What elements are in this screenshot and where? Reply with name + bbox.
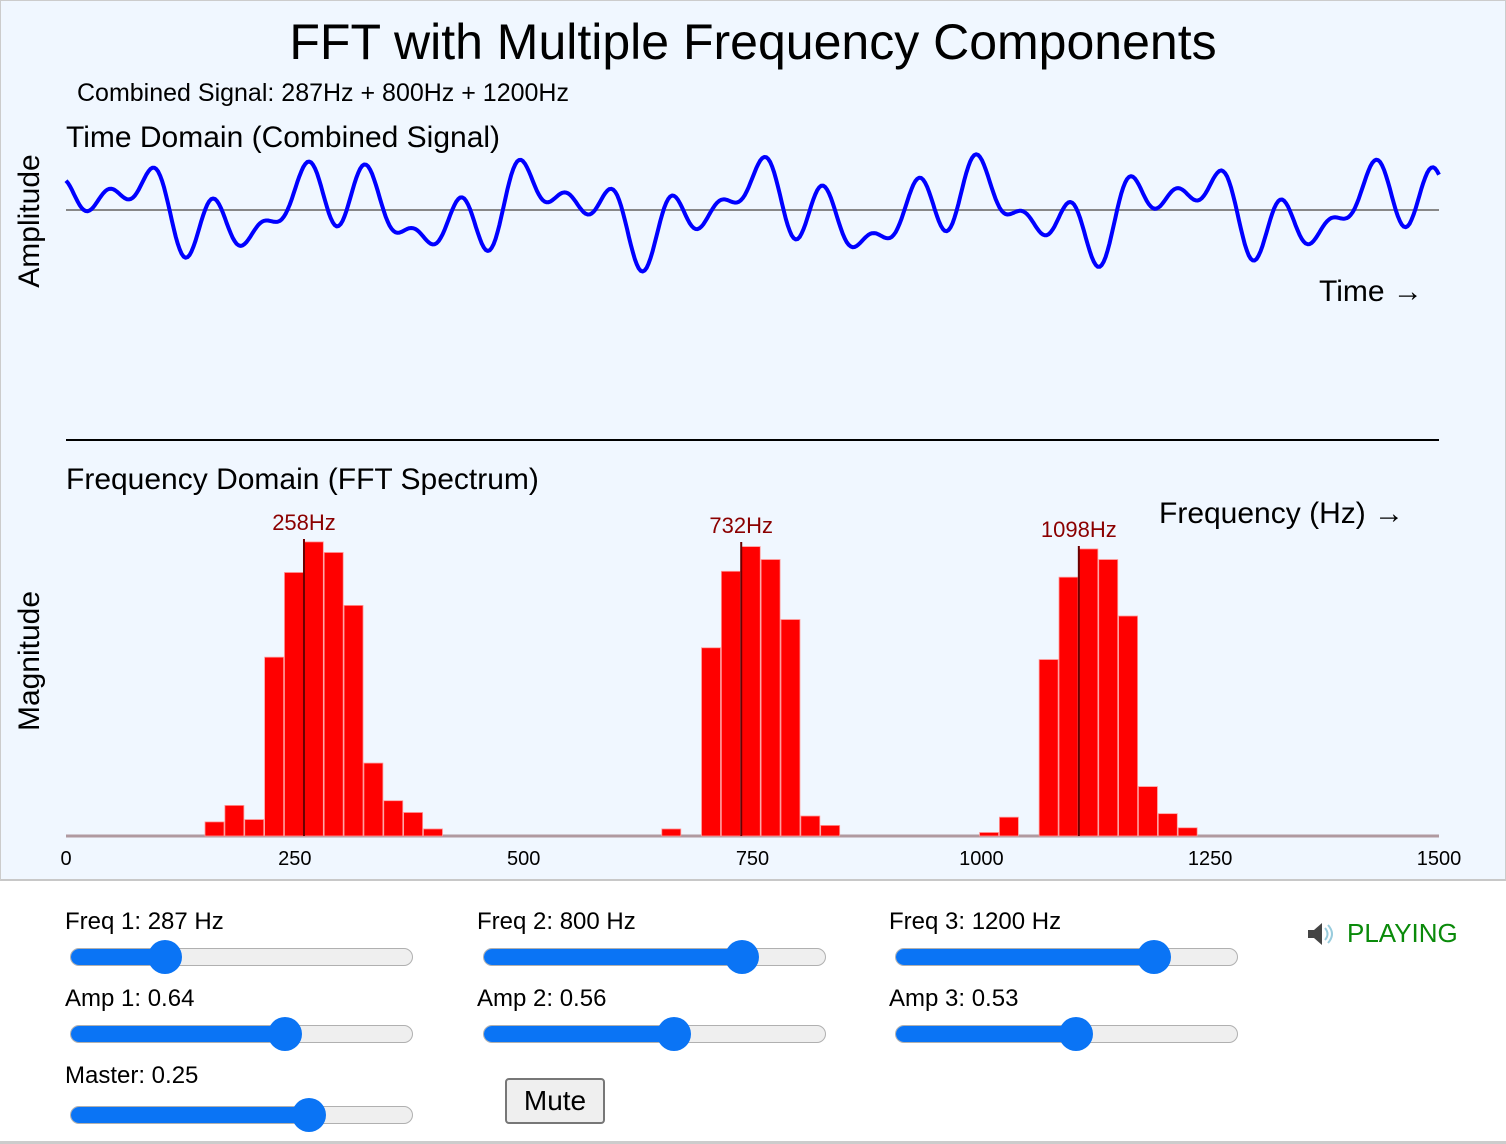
amp3-slider[interactable] xyxy=(895,1017,1238,1051)
spectrum-bar xyxy=(740,546,761,837)
spectrum-bar xyxy=(701,647,721,837)
amp1-slider[interactable] xyxy=(70,1017,413,1051)
slider-thumb[interactable] xyxy=(267,1017,302,1051)
slider-thumb[interactable] xyxy=(148,940,183,974)
x-tick-label: 750 xyxy=(736,848,769,870)
spectrum-bar xyxy=(383,800,404,837)
spectrum-bar xyxy=(720,570,741,837)
spectrum-bar xyxy=(403,812,424,837)
spectrum-bar xyxy=(780,619,801,837)
peak-label: 732Hz xyxy=(709,513,773,538)
spectrum-bar xyxy=(661,828,682,837)
time-panel-title: Time Domain (Combined Signal) xyxy=(66,121,500,154)
freq2-slider[interactable] xyxy=(483,940,826,974)
freq-panel-title: Frequency Domain (FFT Spectrum) xyxy=(66,463,539,496)
spectrum-bar xyxy=(303,541,324,837)
slider-thumb[interactable] xyxy=(291,1098,326,1132)
slider-thumb[interactable] xyxy=(725,940,760,974)
visualization-panel: FFT with Multiple Frequency Components C… xyxy=(0,0,1506,881)
spectrum-bar xyxy=(1098,559,1119,837)
master-label: Master: 0.25 xyxy=(65,1062,199,1089)
x-tick-label: 1000 xyxy=(959,848,1004,870)
speaker-icon xyxy=(1308,922,1333,945)
slider-thumb[interactable] xyxy=(1137,940,1172,974)
freq1-slider[interactable] xyxy=(70,940,413,974)
subtitle: Combined Signal: 287Hz + 800Hz + 1200Hz xyxy=(77,79,569,107)
spectrum-bar xyxy=(244,819,265,837)
peak-label: 1098Hz xyxy=(1041,517,1117,542)
spectrum-bar xyxy=(264,656,285,837)
amp2-label: Amp 2: 0.56 xyxy=(477,985,607,1012)
playback-status: PLAYING xyxy=(1305,918,1458,949)
spectrum-bar xyxy=(1038,659,1059,837)
amp1-label: Amp 1: 0.64 xyxy=(65,985,195,1012)
spectrum-bar xyxy=(820,825,841,837)
spectrum-bar xyxy=(363,762,384,837)
spectrum-bar xyxy=(284,572,304,837)
mute-button[interactable]: Mute xyxy=(505,1078,605,1124)
freq1-label: Freq 1: 287 Hz xyxy=(65,908,224,935)
status-text: PLAYING xyxy=(1347,918,1458,948)
x-tick-label: 0 xyxy=(60,848,71,870)
freq3-slider[interactable] xyxy=(895,940,1238,974)
peak-label: 258Hz xyxy=(272,510,336,535)
magnitude-axis-label: Magnitude xyxy=(13,591,46,731)
spectrum-bar xyxy=(1138,786,1158,837)
spectrum-bar xyxy=(323,552,344,837)
x-tick-label: 1250 xyxy=(1188,848,1233,870)
spectrum-bar xyxy=(1078,548,1099,837)
freq2-label: Freq 2: 800 Hz xyxy=(477,908,636,935)
spectrum-bar xyxy=(999,816,1019,837)
master-volume-slider[interactable] xyxy=(70,1098,413,1132)
frequency-axis-label: Frequency (Hz) → xyxy=(1159,497,1404,530)
spectrum-bar xyxy=(1058,576,1079,837)
spectrum-bar xyxy=(979,832,999,837)
amp3-label: Amp 3: 0.53 xyxy=(889,985,1019,1012)
spectrum-bar xyxy=(760,559,781,837)
freq3-label: Freq 3: 1200 Hz xyxy=(889,908,1062,935)
amplitude-axis-label: Amplitude xyxy=(13,154,46,287)
waveform-line xyxy=(64,152,1441,274)
amp2-slider[interactable] xyxy=(483,1017,826,1051)
spectrum-bar xyxy=(1157,813,1178,837)
slider-thumb[interactable] xyxy=(1058,1017,1093,1051)
spectrum-bar xyxy=(1118,615,1138,837)
spectrum-bar xyxy=(224,805,245,837)
time-axis-label: Time → xyxy=(1319,275,1423,308)
slider-thumb[interactable] xyxy=(656,1017,691,1051)
x-tick-label: 500 xyxy=(507,848,540,870)
bottom-border xyxy=(0,1141,1506,1144)
x-tick-label: 250 xyxy=(278,848,311,870)
x-tick-label: 1500 xyxy=(1417,848,1462,870)
spectrum-bar xyxy=(423,828,443,837)
page-title: FFT with Multiple Frequency Components xyxy=(289,14,1216,70)
spectrum-bar xyxy=(343,605,364,837)
spectrum-bar xyxy=(800,815,821,837)
fft-chart: FFT with Multiple Frequency Components C… xyxy=(13,14,1462,870)
spectrum-bar xyxy=(204,821,225,837)
spectrum-bar xyxy=(1177,827,1198,837)
